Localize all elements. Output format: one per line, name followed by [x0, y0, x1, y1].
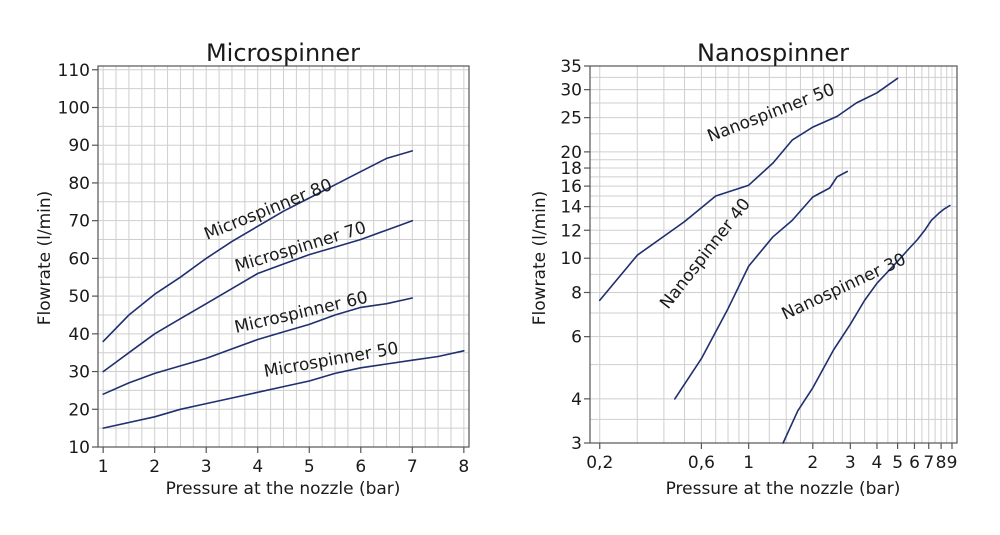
y-tick-label: 14	[560, 198, 582, 218]
x-tick-label: 6	[355, 457, 366, 477]
y-tick-label: 20	[560, 143, 582, 163]
x-tick-label: 4	[872, 453, 883, 473]
y-tick-label: 18	[560, 159, 582, 179]
x-tick-label: 6	[909, 453, 920, 473]
y-tick-label: 100	[58, 98, 90, 118]
nanospinner-series	[598, 77, 951, 444]
x-tick-label: 7	[923, 453, 934, 473]
nanospinner-y-axis-label: Flowrate (l/min)	[530, 191, 550, 326]
nanospinner-title: Nanospinner	[697, 39, 849, 67]
microspinner-plot-frame	[97, 65, 470, 448]
nanospinner-grid	[590, 65, 957, 444]
x-tick-label: 5	[892, 453, 903, 473]
x-tick-label: 2	[149, 457, 160, 477]
x-tick-label: 3	[201, 457, 212, 477]
nanospinner-plot-frame	[589, 65, 958, 444]
y-tick-label: 40	[68, 325, 90, 345]
x-tick-label: 1	[743, 453, 754, 473]
x-tick-label: 2	[807, 453, 818, 473]
y-tick-label: 16	[560, 177, 582, 197]
microspinner-series-line-3	[102, 349, 465, 429]
nanospinner-series-line-1	[673, 170, 849, 400]
y-tick-label: 4	[571, 390, 582, 410]
y-tick-label: 12	[560, 221, 582, 241]
y-tick-label: 35	[560, 57, 582, 77]
microspinner-y-axis-label: Flowrate (l/min)	[35, 191, 55, 326]
y-tick-label: 10	[68, 438, 90, 458]
y-tick-label: 10	[560, 249, 582, 269]
microspinner-series	[102, 150, 465, 429]
x-tick-label: 0,2	[586, 453, 613, 473]
x-tick-label: 8	[458, 457, 469, 477]
y-tick-label: 30	[560, 81, 582, 101]
microspinner-series-line-0	[102, 150, 414, 343]
microspinner-ticks: 1 2 3 4 5 6 7 8 10 20 30 40 50 60 70 80 90 100 110	[58, 61, 470, 477]
nanospinner-40-label: Nanospinner 40	[656, 195, 755, 313]
microspinner-grid	[98, 66, 469, 448]
x-tick-label: 4	[252, 457, 263, 477]
microspinner-series-line-1	[102, 219, 414, 373]
x-tick-label: 0,6	[688, 453, 715, 473]
microspinner-chart: 1 2 3 4 5 6 7 8 10 20 30 40 50 60 70 80 90 100 110 Microsp…	[35, 39, 470, 499]
y-tick-label: 80	[68, 174, 90, 194]
y-tick-label: 90	[68, 136, 90, 156]
microspinner-x-axis-label: Pressure at the nozzle (bar)	[166, 479, 401, 499]
x-tick-label: 9	[947, 453, 958, 473]
y-tick-label: 20	[68, 400, 90, 420]
x-tick-label: 8	[936, 453, 947, 473]
microspinner-series-line-2	[102, 297, 414, 396]
y-tick-label: 8	[571, 283, 582, 303]
y-tick-label: 30	[68, 363, 90, 383]
y-tick-label: 110	[58, 61, 90, 81]
y-tick-label: 60	[68, 249, 90, 269]
y-tick-label: 70	[68, 212, 90, 232]
y-tick-label: 3	[571, 434, 582, 454]
y-tick-label: 50	[68, 287, 90, 307]
x-tick-label: 5	[304, 457, 315, 477]
nanospinner-series-line-2	[782, 204, 951, 444]
microspinner-60-label: Microspinner 60	[233, 288, 370, 338]
nanospinner-x-axis-label: Pressure at the nozzle (bar)	[666, 479, 901, 499]
y-tick-label: 6	[571, 328, 582, 348]
x-tick-label: 3	[845, 453, 856, 473]
y-tick-label: 25	[560, 109, 582, 129]
nanospinner-series-line-0	[598, 77, 899, 302]
x-tick-label: 1	[98, 457, 109, 477]
x-tick-label: 7	[407, 457, 418, 477]
microspinner-title: Microspinner	[206, 39, 360, 67]
